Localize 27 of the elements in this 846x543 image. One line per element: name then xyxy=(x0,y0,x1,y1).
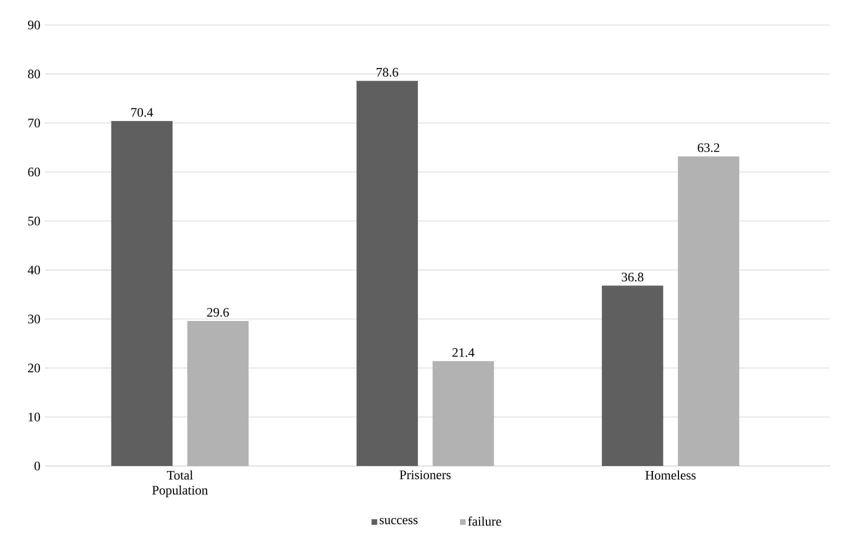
x-tick-label: Total Population xyxy=(152,470,208,498)
y-tick-label: 30 xyxy=(28,314,40,324)
bar xyxy=(356,80,418,466)
bar xyxy=(602,286,664,466)
y-tick-label: 80 xyxy=(28,70,40,78)
y-tick-label: 20 xyxy=(28,364,40,372)
legend-label: success xyxy=(380,518,418,524)
data-label: 78.6 xyxy=(376,68,398,77)
bar xyxy=(111,121,173,466)
data-label: 21.4 xyxy=(452,348,474,357)
y-tick-label: 90 xyxy=(28,20,40,30)
y-tick-label: 50 xyxy=(28,216,40,226)
data-label: 63.2 xyxy=(698,143,720,152)
bar xyxy=(432,361,494,466)
y-tick-label: 10 xyxy=(28,412,40,422)
data-label: 29.6 xyxy=(207,308,229,317)
y-tick-label: 60 xyxy=(28,168,40,176)
bar xyxy=(187,320,249,466)
bar xyxy=(678,156,740,466)
y-tick-label: 0 xyxy=(34,462,40,470)
legend-label: failure xyxy=(468,516,502,526)
x-tick-label: Homeless xyxy=(645,470,696,480)
data-label: 70.4 xyxy=(131,108,154,117)
y-tick-label: 70 xyxy=(28,118,40,128)
y-tick-label: 40 xyxy=(28,266,40,274)
x-tick-label: Prisioners xyxy=(400,470,451,480)
data-label: 36.8 xyxy=(622,272,644,282)
